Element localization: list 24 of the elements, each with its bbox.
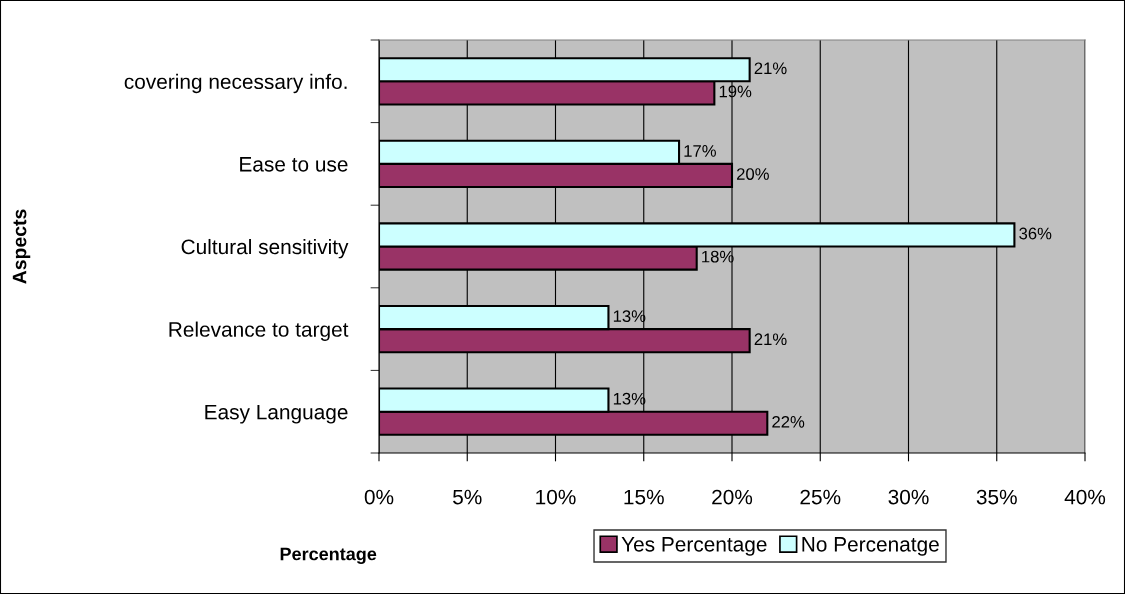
y-axis-title: Aspects (12, 209, 31, 284)
data-label: 21% (754, 333, 787, 346)
x-tick-label: 35% (976, 489, 1017, 505)
x-tick-label: 5% (453, 489, 482, 505)
y-tick-label: Relevance to target (169, 321, 349, 341)
legend-label: Yes Percentage (621, 537, 767, 556)
x-tick-label: 40% (1064, 489, 1106, 505)
x-tick-label: 25% (800, 489, 841, 505)
x-tick-label: 10% (536, 489, 576, 505)
data-label: 36% (1019, 227, 1052, 240)
legend-label: No Percenatge (802, 537, 939, 556)
y-tick-label: Easy Language (205, 404, 348, 424)
x-tick-label: 15% (624, 489, 664, 505)
data-label: 22% (772, 415, 805, 428)
x-tick-label: 30% (888, 489, 929, 505)
y-tick-label: Cultural sensitivity (181, 238, 349, 259)
data-label: 17% (684, 145, 716, 157)
x-tick-label: 20% (712, 489, 753, 505)
y-tick-label: Ease to use (240, 157, 348, 172)
y-tick-label: covering necessary info. (124, 73, 347, 94)
data-label: 21% (754, 62, 787, 75)
x-tick-label: 0% (364, 489, 394, 505)
data-label: 20% (737, 168, 769, 180)
x-axis-title: Percentage (280, 547, 377, 564)
